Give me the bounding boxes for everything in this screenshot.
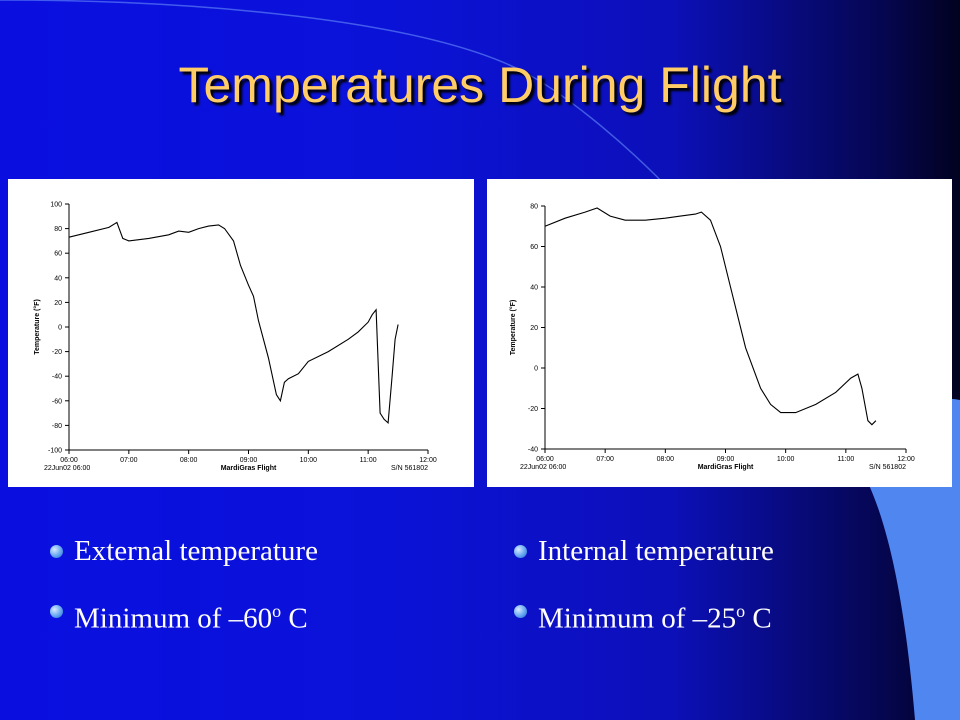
- bullet-dot-icon: [50, 605, 63, 618]
- y-tick-label: 80: [54, 226, 62, 233]
- x-axis-title: MardiGras Flight: [698, 464, 754, 471]
- x-tick-label: 12:00: [897, 456, 915, 463]
- x-start-label: 22Jun02 06:00: [520, 464, 566, 471]
- bullet-dot-icon: [50, 545, 63, 558]
- bullet-dot-icon: [514, 605, 527, 618]
- bullet-dot-icon: [514, 545, 527, 558]
- bullets-right: Internal temperature Minimum of –25o C: [514, 532, 774, 652]
- temperature-series-line: [544, 207, 877, 426]
- external-temperature-chart-svg: 100 80 60 40 20 0 -20 -40 -60 -80 -100 06:00 07:00 08…: [33, 202, 437, 473]
- bullet-internal-minimum: Minimum of –25o C: [514, 592, 774, 652]
- bullet-internal-temperature: Internal temperature: [514, 532, 774, 592]
- x-tick-label: 12:00: [419, 457, 437, 464]
- x-tick-label: 11:00: [837, 456, 854, 463]
- x-tick-label: 06:00: [536, 456, 554, 463]
- x-tick-label: 11:00: [360, 457, 377, 464]
- bullet-text-suffix: C: [281, 602, 308, 635]
- internal-temperature-chart-svg: 80 60 40 20 0 -20 -40 06:00 07:00 08:00 09:00 10:00…: [509, 204, 915, 472]
- x-tick-label: 06:00: [60, 457, 78, 464]
- serial-label: S/N 561802: [869, 464, 906, 471]
- y-axis-title: Temperature (°F): [33, 299, 41, 355]
- y-tick-label: -60: [52, 398, 62, 405]
- serial-label: S/N 561802: [391, 465, 428, 472]
- y-tick-label: 80: [530, 204, 538, 211]
- y-tick-label: 20: [54, 300, 62, 307]
- y-tick-label: 20: [530, 325, 538, 332]
- x-tick-label: 10:00: [777, 456, 795, 463]
- y-tick-label: 40: [54, 275, 62, 282]
- x-tick-label: 07:00: [120, 457, 138, 464]
- x-axis-title: MardiGras Flight: [221, 465, 277, 472]
- y-tick-label: -100: [48, 448, 62, 455]
- bullets-left: External temperature Minimum of –60o C: [50, 532, 318, 652]
- external-temperature-chart: 100 80 60 40 20 0 -20 -40 -60 -80 -100 06:00 07:00 08…: [8, 179, 474, 487]
- x-start-label: 22Jun02 06:00: [44, 465, 90, 472]
- y-tick-label: 40: [530, 285, 538, 292]
- x-tick-label: 08:00: [657, 456, 675, 463]
- bullet-text: External temperature: [74, 535, 318, 567]
- y-tick-label: -20: [528, 406, 538, 413]
- y-tick-label: -80: [52, 423, 62, 430]
- x-tick-label: 07:00: [596, 456, 614, 463]
- bullet-external-temperature: External temperature: [50, 532, 318, 592]
- bullet-text: Internal temperature: [538, 535, 774, 567]
- bullet-text-prefix: Minimum of –25: [538, 602, 737, 635]
- y-tick-label: 60: [54, 251, 62, 258]
- y-tick-label: 0: [58, 325, 62, 332]
- degree-superscript: o: [736, 601, 746, 621]
- bullet-external-minimum: Minimum of –60o C: [50, 592, 318, 652]
- degree-superscript: o: [272, 601, 282, 621]
- x-tick-label: 10:00: [300, 457, 318, 464]
- slide-title: Temperatures During Flight: [178, 57, 782, 113]
- y-tick-label: 100: [50, 202, 62, 209]
- internal-temperature-chart: 80 60 40 20 0 -20 -40 06:00 07:00 08:00 09:00 10:00…: [487, 179, 952, 487]
- y-tick-label: 0: [534, 366, 538, 373]
- bullet-text-prefix: Minimum of –60: [74, 602, 273, 635]
- y-tick-label: -40: [52, 374, 62, 381]
- x-tick-label: 09:00: [717, 456, 735, 463]
- y-axis-title: Temperature (°F): [509, 300, 517, 356]
- bullet-text-suffix: C: [745, 602, 772, 635]
- x-tick-label: 09:00: [240, 457, 258, 464]
- y-tick-label: -20: [52, 349, 62, 356]
- y-tick-label: 60: [530, 244, 538, 251]
- y-tick-label: -40: [528, 447, 538, 454]
- temperature-series-line: [68, 221, 399, 425]
- x-tick-label: 08:00: [180, 457, 198, 464]
